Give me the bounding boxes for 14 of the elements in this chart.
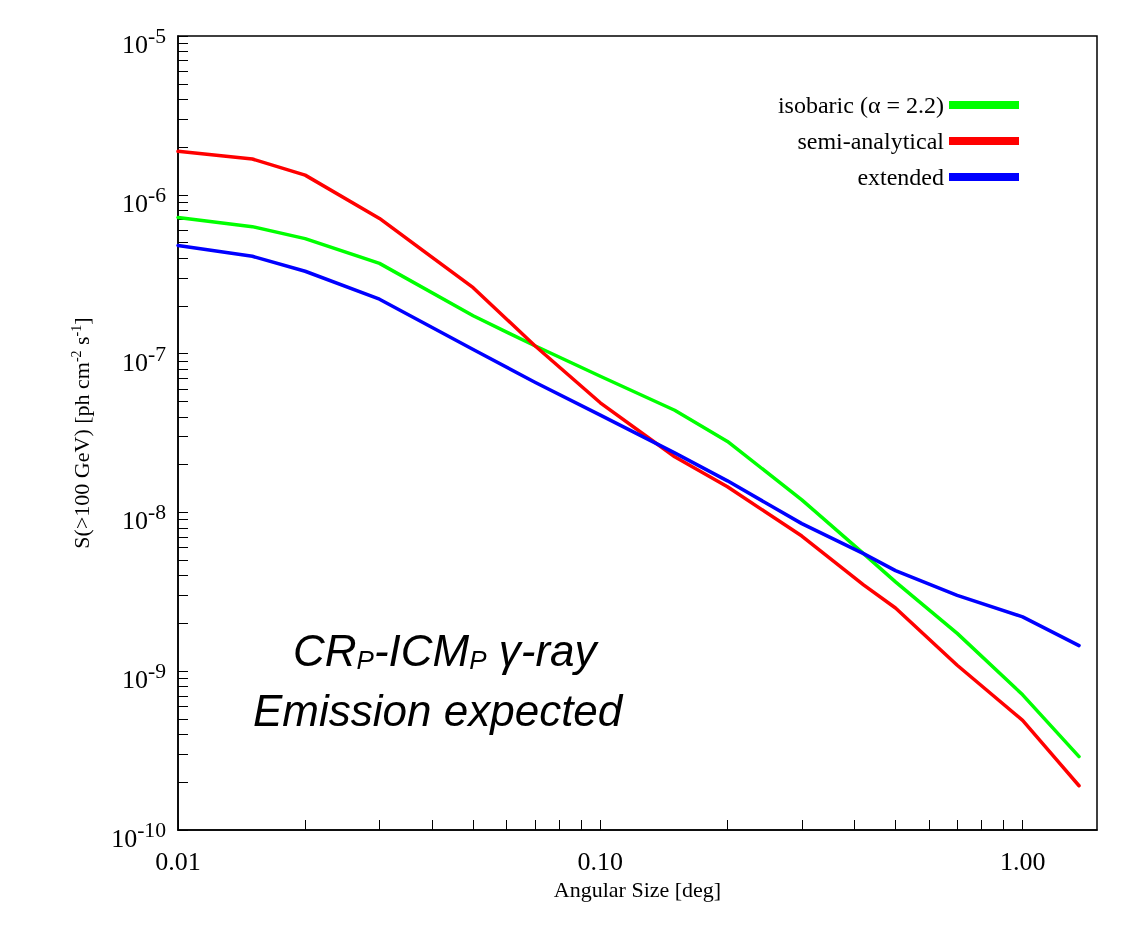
y-tick-label: 10$^{-7}$ bbox=[121, 340, 166, 379]
annotation: Emission expected bbox=[253, 685, 624, 735]
y-tick-label: 10$^{-9}$ bbox=[121, 658, 166, 696]
legend-label: isobaric (α = 2.2) bbox=[777, 92, 944, 118]
y-tick-label: 10$^{-5}$ bbox=[121, 23, 166, 61]
x-tick-label: 1.00 bbox=[999, 846, 1046, 876]
x-tick-label: 0.10 bbox=[577, 846, 624, 876]
annotation: CRP-ICMP γ-ray bbox=[293, 625, 600, 675]
legend-label: extended bbox=[857, 164, 944, 190]
y-tick-label: 10$^{-8}$ bbox=[121, 499, 166, 538]
legend-label: semi-analytical bbox=[797, 128, 945, 154]
y-axis-title: S(>100 GeV) [ph cm-2 s-1] bbox=[68, 317, 94, 549]
x-axis-title: Angular Size [deg] bbox=[553, 877, 722, 903]
y-tick-label: 10$^{-6}$ bbox=[121, 181, 166, 220]
